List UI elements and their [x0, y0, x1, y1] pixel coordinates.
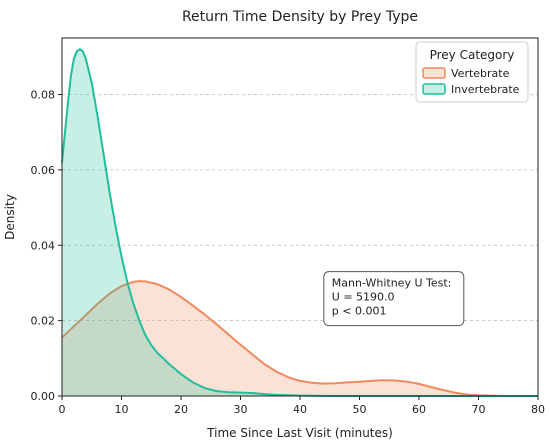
y-tick-label: 0.06 — [31, 164, 56, 177]
annotation-line: p < 0.001 — [332, 305, 387, 318]
x-tick-label: 50 — [353, 403, 367, 416]
annotation-line: U = 5190.0 — [332, 291, 395, 304]
annotation-box — [323, 271, 465, 327]
legend-label-invertebrate: Invertebrate — [451, 83, 520, 96]
y-axis-label: Density — [3, 194, 17, 240]
x-tick-label: 0 — [59, 403, 66, 416]
series-area-vertebrate — [62, 281, 538, 396]
x-tick-label: 30 — [234, 403, 248, 416]
x-tick-label: 70 — [472, 403, 486, 416]
legend-label-vertebrate: Vertebrate — [451, 67, 510, 80]
x-tick-label: 40 — [293, 403, 307, 416]
y-tick-label: 0.00 — [31, 390, 56, 403]
annotation-line: Mann-Whitney U Test: — [332, 277, 452, 290]
y-tick-label: 0.04 — [31, 239, 56, 252]
series-area-invertebrate — [62, 49, 538, 397]
x-tick-label: 10 — [115, 403, 129, 416]
x-axis-label: Time Since Last Visit (minutes) — [206, 426, 393, 440]
x-tick-label: 20 — [174, 403, 188, 416]
x-tick-label: 60 — [412, 403, 426, 416]
legend-swatch-invertebrate — [422, 83, 446, 95]
series-line-vertebrate — [61, 280, 538, 397]
y-tick-label: 0.08 — [31, 89, 56, 102]
legend-swatch-vertebrate — [422, 67, 446, 79]
legend-box — [415, 41, 529, 103]
y-tick-label: 0.02 — [31, 315, 56, 328]
chart-title: Return Time Density by Prey Type — [182, 9, 418, 25]
legend-title: Prey Category — [430, 48, 515, 62]
x-tick-label: 80 — [531, 403, 545, 416]
